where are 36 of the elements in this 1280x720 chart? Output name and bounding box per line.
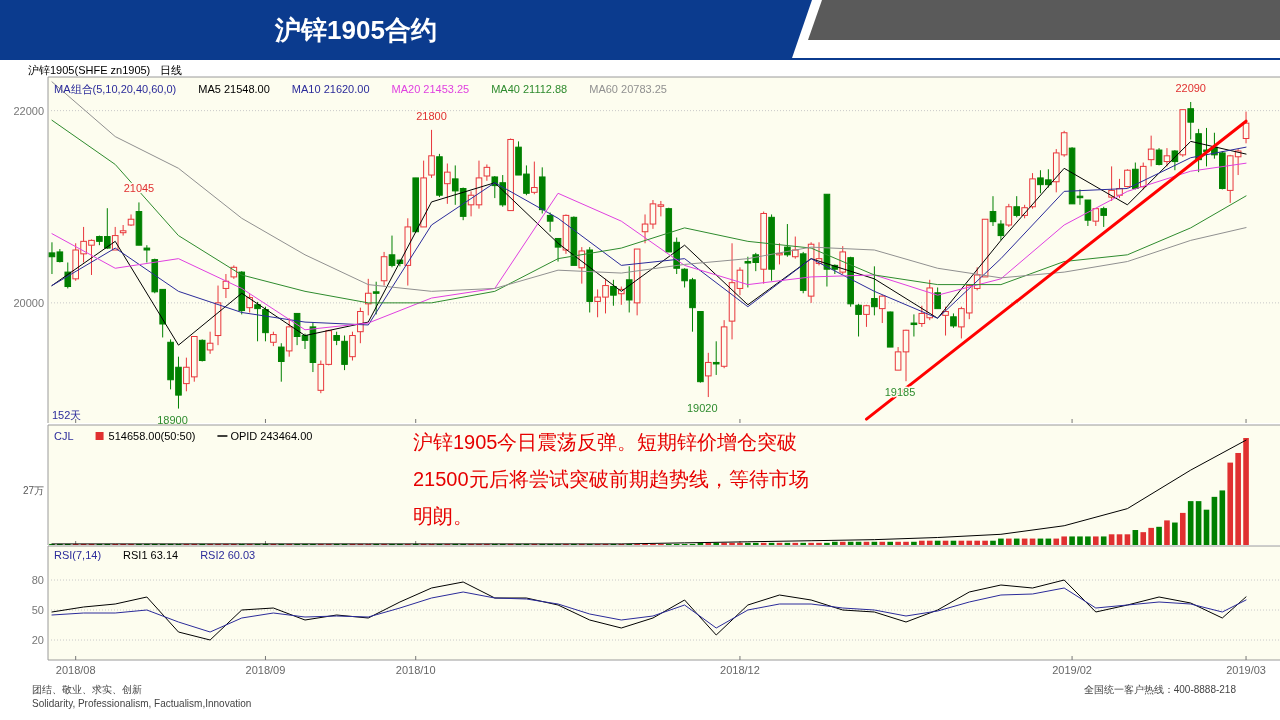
annotation: 21800 [416, 109, 447, 122]
y-tick-label: 22000 [13, 104, 44, 117]
x-tick-label: 2018/08 [55, 664, 96, 676]
text: MA60 20783.25 [589, 83, 667, 95]
annotation: 152天 [52, 409, 82, 421]
chart-title: RSI(7,14) [54, 549, 102, 561]
text: RSI1 63.14 [123, 549, 179, 561]
text: MA40 21112.88 [491, 83, 568, 95]
text: 日线 [160, 64, 182, 76]
x-tick-label: 2019/03 [1226, 664, 1266, 676]
x-tick-label: 2018/12 [720, 664, 760, 676]
text: MA组合(5,10,20,40,60,0) [54, 83, 177, 95]
annotation: 沪锌1905今日震荡反弹。短期锌价增仓突破21500元后将尝试突破前期趋势线，等待市场明朗。 [413, 430, 810, 529]
x-tick-label: 2018/10 [395, 664, 436, 676]
text: 沪锌1905(SHFE zn1905) [28, 64, 151, 76]
y-tick-label: 20000 [13, 296, 44, 309]
text: 全国统一客户热线：400-8888-218 [1083, 684, 1237, 695]
y-tick-label: 20 [31, 634, 44, 646]
text: MA10 21620.00 [291, 83, 370, 95]
x-tick-label: 2019/02 [1052, 664, 1092, 676]
text: 团结、敬业、求实、创新 [32, 684, 142, 695]
y-tick-label: 80 [31, 574, 44, 586]
x-tick-label: 2018/09 [245, 664, 286, 676]
legend-label: 514658.00(50:50) [108, 430, 196, 442]
annotation: 19020 [687, 402, 718, 415]
text: MA20 21453.25 [391, 83, 470, 95]
annotation: 18900 [157, 413, 188, 426]
legend-label: OPID 243464.00 [230, 430, 313, 442]
chart-title: CJL [54, 430, 74, 442]
text: Solidarity, Professionalism, Factualism,Innovation [32, 698, 252, 709]
text: 沪锌1905合约 [274, 15, 437, 45]
text: RSI2 60.03 [200, 549, 256, 561]
y-tick-label: 50 [31, 604, 44, 616]
annotation: 22090 [1175, 81, 1206, 94]
text: 27万 [22, 485, 44, 496]
text: MA5 21548.00 [198, 83, 270, 95]
